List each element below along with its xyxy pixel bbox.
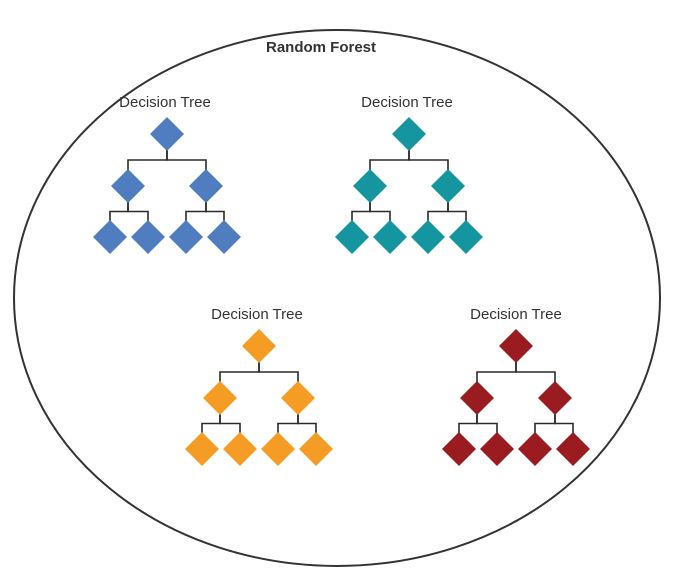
leaf-node [223,432,257,466]
leaf-node [93,220,127,254]
root-node [242,329,276,363]
decision-tree-4: Decision Tree [442,306,590,466]
leaf-node [185,432,219,466]
leaf-node [207,220,241,254]
root-node [150,117,184,151]
decision-tree-2: Decision Tree [335,94,483,254]
leaf-node [169,220,203,254]
leaf-node [556,432,590,466]
root-node [499,329,533,363]
tree-nodes [185,329,333,466]
leaf-node [335,220,369,254]
leaf-node [299,432,333,466]
leaf-node [261,432,295,466]
branch-node [189,169,223,203]
leaf-node [411,220,445,254]
forest-ellipse [13,29,661,567]
tree-label: Decision Tree [470,306,562,323]
diagram-title: Random Forest [266,39,376,56]
branch-node [281,381,315,415]
leaf-node [442,432,476,466]
root-node [392,117,426,151]
branch-node [431,169,465,203]
decision-tree-3: Decision Tree [185,306,333,466]
tree-label: Decision Tree [361,94,453,111]
tree-nodes [335,117,483,254]
branch-node [353,169,387,203]
leaf-node [131,220,165,254]
tree-label: Decision Tree [211,306,303,323]
tree-nodes [93,117,241,254]
branch-node [538,381,572,415]
leaf-node [480,432,514,466]
leaf-node [449,220,483,254]
leaf-node [518,432,552,466]
leaf-node [373,220,407,254]
decision-tree-1: Decision Tree [93,94,241,254]
tree-nodes [442,329,590,466]
branch-node [203,381,237,415]
tree-label: Decision Tree [119,94,211,111]
branch-node [111,169,145,203]
branch-node [460,381,494,415]
